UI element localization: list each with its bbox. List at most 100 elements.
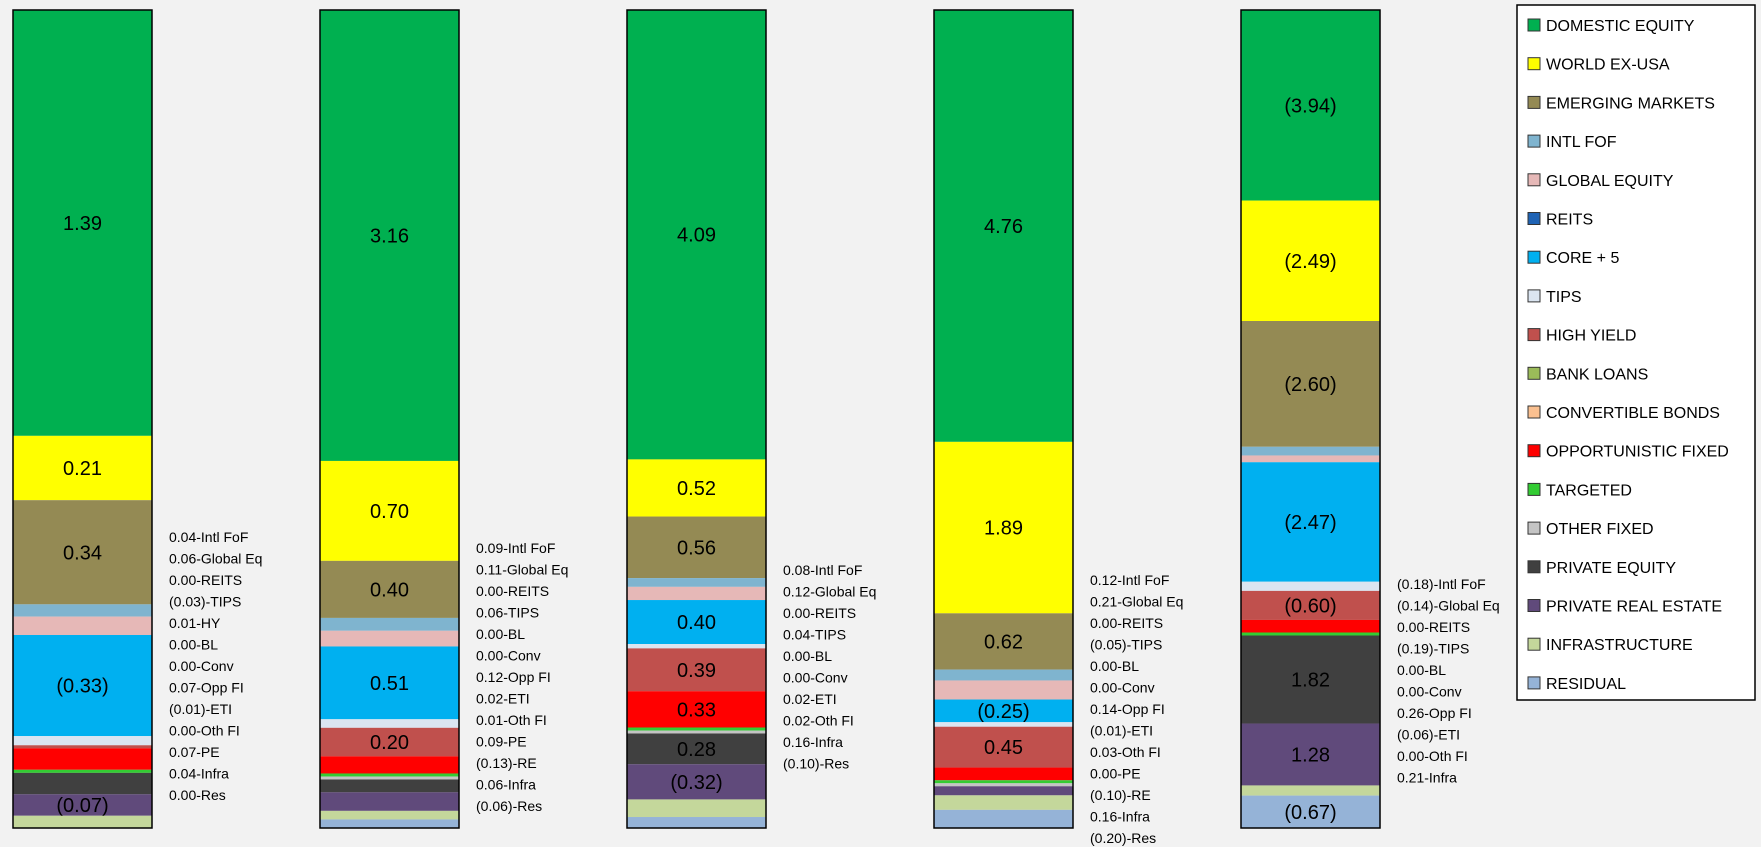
legend-label: INTL FOF xyxy=(1546,134,1617,151)
bar-5-value-label-private-real-estate: 1.28 xyxy=(1291,744,1330,766)
bar-2-segment-private-real-estate xyxy=(320,792,459,811)
bar-2-value-label-high-yield: 0.20 xyxy=(370,732,409,754)
bar-3-segment-emerging-markets xyxy=(627,516,766,579)
bar-2-segment-high-yield xyxy=(320,727,459,757)
legend-swatch xyxy=(1527,173,1541,187)
bar-5-side-label: 0.00-Oth FI xyxy=(1397,748,1468,764)
bar-1-segment-tips xyxy=(13,736,152,746)
bar-3-segment-tips xyxy=(627,644,766,649)
bar-3-value-label-world-ex-usa: 0.52 xyxy=(677,478,716,500)
bar-1-segment-opportunistic-fixed xyxy=(13,748,152,770)
bar-2-segment-domestic-equity xyxy=(320,10,459,461)
bar-3-value-label-domestic-equity: 4.09 xyxy=(677,225,716,247)
bar-2-segment-tips xyxy=(320,719,459,728)
legend-swatch xyxy=(1527,676,1541,690)
bar-2-side-label: 0.00-BL xyxy=(476,626,525,642)
bar-3-side-label: 0.00-BL xyxy=(783,648,832,664)
bar-5-side-label: 0.26-Opp FI xyxy=(1397,705,1472,721)
legend-swatch xyxy=(1527,444,1541,458)
bar-column-2: 3.16 0.70 0.40 0.51 0.20 0.09-Intl FoF 0.11-Gl… xyxy=(319,9,568,829)
legend-item-tips: TIPS xyxy=(1527,289,1582,306)
bar-4-value-label-high-yield: 0.45 xyxy=(984,737,1023,759)
bar-3-segment-global-equity xyxy=(627,586,766,601)
bar-4-segment-core-5 xyxy=(934,699,1073,723)
legend-label: DOMESTIC EQUITY xyxy=(1546,18,1695,35)
legend-swatch xyxy=(1527,57,1541,71)
bar-1-segment-private-real-estate xyxy=(13,794,152,816)
bar-3-segment-targeted xyxy=(627,727,766,731)
bar-2-segment-other-fixed xyxy=(320,776,459,780)
bar-4-segment-global-equity xyxy=(934,680,1073,700)
legend-swatch xyxy=(1527,482,1541,496)
legend-swatch xyxy=(1527,405,1541,419)
bar-5-side-label: (0.14)-Global Eq xyxy=(1397,598,1500,614)
bar-5-side-label: 0.00-BL xyxy=(1397,662,1446,678)
bar-3-segment-opportunistic-fixed xyxy=(627,691,766,728)
bar-1-side-label: 0.04-Intl FoF xyxy=(169,529,248,545)
legend-item-intl-fof: INTL FOF xyxy=(1527,134,1617,151)
legend-item-infrastructure: INFRASTRUCTURE xyxy=(1527,637,1693,654)
bar-3-segment-core-5 xyxy=(627,600,766,644)
legend-item-other-fixed: OTHER FIXED xyxy=(1527,521,1654,538)
bar-3-segment-high-yield xyxy=(627,648,766,692)
bar-3-side-label: 0.16-Infra xyxy=(783,734,843,750)
bar-5-value-label-residual: (0.67) xyxy=(1284,802,1336,824)
bar-1-segment-targeted xyxy=(13,769,152,773)
bar-2-side-label: 0.09-Intl FoF xyxy=(476,540,555,556)
legend-swatch xyxy=(1527,521,1541,535)
bar-3-value-label-core-5: 0.40 xyxy=(677,612,716,634)
bar-2-side-label: 0.12-Opp FI xyxy=(476,669,551,685)
legend-item-reits: REITS xyxy=(1527,212,1593,229)
bar-1-side-label: 0.00-BL xyxy=(169,637,218,653)
bar-3-value-label-private-equity: 0.28 xyxy=(677,739,716,761)
bar-2-segment-infrastructure xyxy=(320,810,459,820)
bars-layer: 1.390.210.34(0.33)(0.07)0.04-Intl FoF0.0… xyxy=(12,9,1500,846)
bar-1-value-label-domestic-equity: 1.39 xyxy=(63,213,102,235)
bar-4-segment-high-yield xyxy=(934,726,1073,768)
bar-2-segment-residual xyxy=(320,819,459,828)
bar-4-outline xyxy=(933,9,1074,829)
bar-4-value-label-emerging-markets: 0.62 xyxy=(984,631,1023,653)
bar-5-value-label-high-yield: (0.60) xyxy=(1284,595,1336,617)
bar-3-side-label: 0.08-Intl FoF xyxy=(783,562,862,578)
bar-4-segment-residual xyxy=(934,809,1073,828)
bar-1-side-label: 0.00-Res xyxy=(169,787,226,803)
bar-1-segment-core-5 xyxy=(13,634,152,737)
bar-5-value-label-world-ex-usa: (2.49) xyxy=(1284,251,1336,273)
legend-item-convertible-bonds: CONVERTIBLE BONDS xyxy=(1527,405,1720,422)
bar-4-segment-domestic-equity xyxy=(934,10,1073,442)
legend-swatch xyxy=(1527,328,1541,342)
bar-3-side-labels: 0.08-Intl FoF 0.12-Global Eq 0.00-REITS 0.0… xyxy=(783,562,876,772)
bar-5-segment-world-ex-usa xyxy=(1241,200,1380,322)
bar-4-value-label-domestic-equity: 4.76 xyxy=(984,216,1023,238)
bar-4-side-label: (0.20)-Res xyxy=(1090,830,1156,846)
bar-column-1: 1.390.210.34(0.33)(0.07)0.04-Intl FoF0.0… xyxy=(12,9,262,829)
bar-4-segment-emerging-markets xyxy=(934,613,1073,670)
legend-label: RESIDUAL xyxy=(1546,676,1626,693)
bar-1-segment-private-equity xyxy=(13,772,152,795)
bar-1-side-label: (0.01)-ETI xyxy=(169,701,232,717)
bar-5-outline xyxy=(1240,9,1381,829)
bar-5-side-labels: (0.18)-Intl FoF (0.14)-Global Eq 0.00-REIT… xyxy=(1397,576,1500,786)
bar-5-segment-intl-fof xyxy=(1241,446,1380,456)
bar-4-segment-targeted xyxy=(934,780,1073,784)
legend-swatch xyxy=(1527,560,1541,574)
legend-label: CORE + 5 xyxy=(1546,250,1619,267)
bar-4-side-label: (0.10)-RE xyxy=(1090,787,1151,803)
legend-swatch xyxy=(1527,212,1541,225)
bar-4-segment-world-ex-usa xyxy=(934,441,1073,614)
legend-item-opportunistic-fixed: OPPORTUNISTIC FIXED xyxy=(1527,444,1729,461)
bar-3-side-label: 0.02-Oth FI xyxy=(783,713,854,729)
legend-swatch xyxy=(1527,289,1541,303)
bar-5-segment-global-equity xyxy=(1241,455,1380,463)
bar-3-segment-world-ex-usa xyxy=(627,459,766,517)
legend-swatch xyxy=(1527,250,1541,264)
bar-1-value-label-emerging-markets: 0.34 xyxy=(63,542,102,564)
bar-5-segment-residual xyxy=(1241,795,1380,828)
legend-label: OPPORTUNISTIC FIXED xyxy=(1546,444,1729,461)
bar-4-side-label: (0.05)-TIPS xyxy=(1090,637,1162,653)
bar-4-segment-other-fixed xyxy=(934,783,1073,787)
bar-5-segment-tips xyxy=(1241,581,1380,591)
bar-2-value-label-world-ex-usa: 0.70 xyxy=(370,501,409,523)
bar-4-segment-opportunistic-fixed xyxy=(934,767,1073,781)
